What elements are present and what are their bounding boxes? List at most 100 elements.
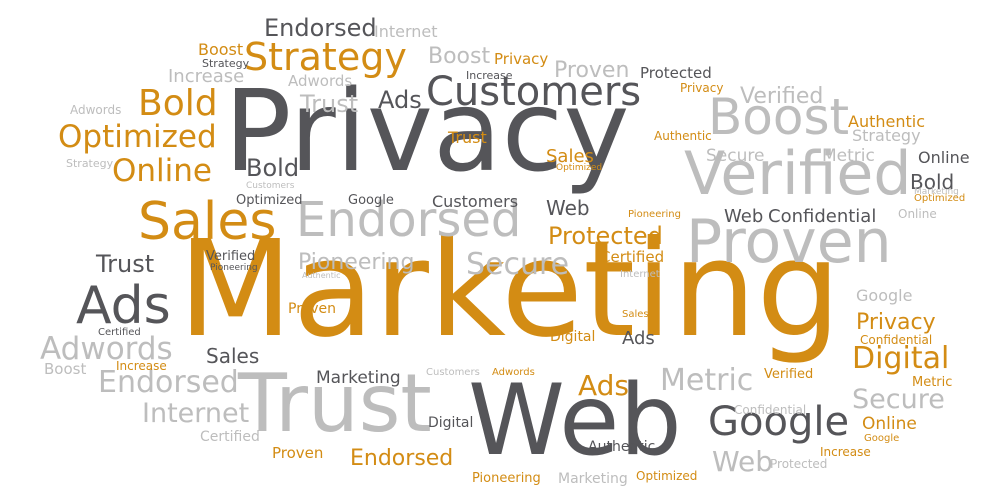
word: Proven [272, 444, 324, 462]
word: Google [348, 193, 394, 208]
word: Boost [44, 360, 87, 378]
word: Internet [142, 398, 250, 429]
word: Ads [76, 276, 171, 336]
word: Optimized [914, 193, 966, 204]
word: Strategy [852, 126, 921, 145]
word: Protected [770, 457, 828, 471]
word: Trust [448, 128, 487, 147]
word: Endorsed [350, 446, 454, 471]
word: Customers [246, 181, 295, 191]
word: Adwords [288, 72, 353, 90]
word: Privacy [856, 310, 936, 335]
word: Google [856, 286, 913, 305]
word: Trust [300, 90, 359, 118]
word: Digital [550, 329, 596, 345]
word: Strategy [244, 35, 407, 79]
word: Customers [432, 192, 519, 211]
word: Strategy [66, 157, 114, 170]
word: Confidential [734, 403, 807, 417]
word: Digital [428, 415, 474, 431]
word: Secure [466, 247, 570, 282]
word: Proven [288, 301, 336, 317]
word: Optimized [58, 119, 217, 155]
word: Verified [740, 84, 824, 109]
word: Sales [546, 146, 594, 167]
word: Optimized [556, 163, 603, 173]
word: Secure [706, 146, 765, 166]
word: Customers [426, 367, 480, 378]
word: Online [862, 414, 917, 434]
word: Online [898, 207, 937, 221]
word: Pioneering [628, 209, 681, 220]
word: Pioneering [298, 250, 415, 275]
word: Certified [600, 248, 665, 266]
word: Proven [554, 58, 630, 83]
word: Adwords [70, 103, 122, 117]
word: Protected [548, 222, 663, 250]
word: Certified [98, 327, 141, 338]
word: Google [864, 433, 900, 444]
word: Increase [168, 66, 245, 87]
word: Adwords [492, 367, 535, 378]
word: Increase [820, 445, 871, 459]
word: Bold [246, 154, 300, 182]
word: Ads [622, 328, 655, 349]
word: Privacy [224, 67, 630, 197]
word: Authentic [588, 439, 656, 455]
word: Trust [238, 357, 432, 450]
word: Online [918, 148, 970, 167]
word: Sales [206, 344, 260, 368]
word: Internet [374, 22, 438, 41]
word: Privacy [680, 81, 724, 95]
word: Google [708, 399, 850, 445]
word: Boost [708, 88, 850, 146]
word: Optimized [236, 193, 303, 208]
word: Web [724, 206, 764, 227]
word: Customers [426, 69, 642, 115]
word: Secure [852, 384, 945, 415]
word: Authentic [848, 112, 925, 131]
word: Sales [622, 309, 649, 320]
word: Strategy [202, 57, 250, 70]
word: Adwords [40, 331, 173, 367]
word: Certified [200, 429, 260, 445]
word: Metric [912, 375, 953, 390]
word: Proven [686, 207, 892, 277]
word: Web [712, 445, 774, 478]
word: Optimized [636, 469, 698, 483]
word: Online [112, 153, 212, 189]
word: Pioneering [472, 471, 541, 486]
word: Ads [378, 86, 422, 114]
word: Marketing [914, 187, 959, 197]
word: Increase [116, 359, 167, 373]
word: Marketing [316, 368, 401, 388]
word: Boost [428, 44, 491, 69]
word: Verified [764, 367, 814, 382]
word: Confidential [768, 206, 877, 227]
word: Verified [684, 139, 912, 209]
word: Bold [138, 83, 218, 124]
word: Sales [138, 192, 277, 252]
word: Endorsed [264, 14, 377, 42]
word: Endorsed [98, 365, 239, 400]
word: Marketing [178, 213, 841, 367]
word: Verified [206, 249, 256, 264]
word: Internet [620, 269, 660, 280]
word: Bold [910, 170, 955, 194]
word: Ads [578, 369, 630, 402]
word: Endorsed [296, 192, 522, 248]
word: Confidential [860, 333, 933, 347]
word: Boost [198, 40, 244, 59]
word: Trust [96, 250, 155, 278]
word: Web [468, 364, 682, 478]
word: Marketing [558, 471, 628, 487]
word: Web [546, 196, 590, 220]
word: Authentic [302, 271, 341, 280]
word: Authentic [654, 129, 712, 143]
word: Pioneering [210, 263, 258, 273]
word: Privacy [494, 50, 549, 68]
word: Metric [660, 363, 754, 398]
word: Protected [640, 64, 712, 82]
word: Increase [466, 69, 513, 82]
